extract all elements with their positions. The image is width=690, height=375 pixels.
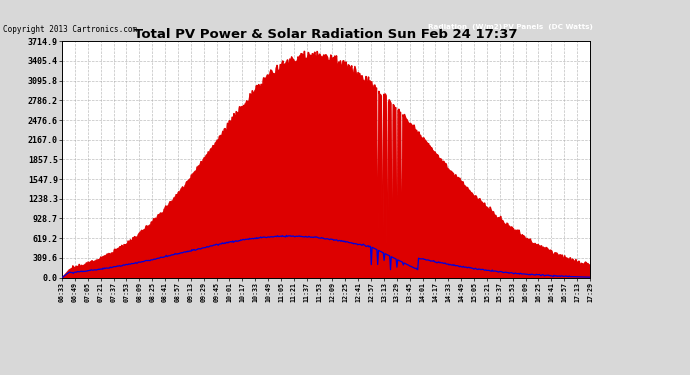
Title: Total PV Power & Solar Radiation Sun Feb 24 17:37: Total PV Power & Solar Radiation Sun Feb…	[135, 28, 518, 41]
Text: PV Panels  (DC Watts): PV Panels (DC Watts)	[504, 24, 593, 30]
Text: Radiation  (W/m2): Radiation (W/m2)	[428, 24, 502, 30]
Text: Copyright 2013 Cartronics.com: Copyright 2013 Cartronics.com	[3, 25, 137, 34]
